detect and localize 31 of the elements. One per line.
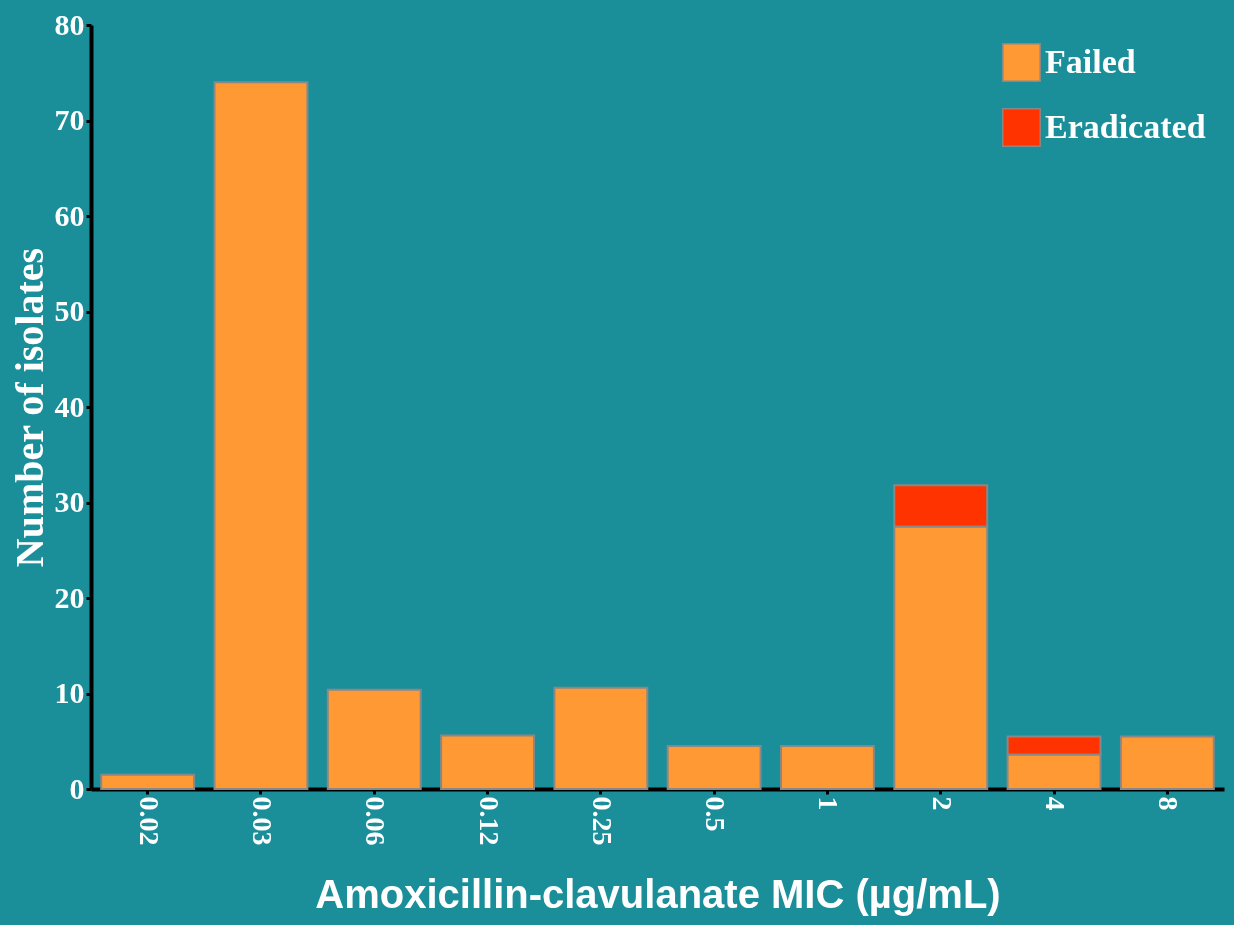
bar: [553, 686, 649, 790]
x-tick-label: 0.02: [133, 796, 165, 846]
bar: [100, 773, 196, 790]
y-tick-label: 0: [69, 771, 85, 805]
bar: [213, 81, 309, 790]
bar: [780, 745, 875, 790]
x-axis-title: Amoxicillin-clavulanate MIC (µg/mL): [315, 871, 1001, 916]
bar: [326, 688, 422, 790]
x-tick-label: 0.03: [246, 796, 278, 846]
x-tick-label: 0.25: [586, 796, 618, 846]
x-tick-label: 2: [926, 796, 958, 811]
y-tick-label: 30: [54, 485, 85, 518]
y-axis-title: Number of isolates: [6, 247, 52, 568]
x-tick-label: 8: [1153, 796, 1185, 811]
y-tick-label: 50: [54, 294, 85, 327]
y-tick-label: 20: [54, 580, 85, 614]
x-tick-label: 0.06: [360, 796, 392, 846]
legend-label: Eradicated: [1045, 107, 1206, 145]
x-tick-label: 4: [1040, 796, 1072, 811]
legend-label: Failed: [1045, 42, 1136, 80]
y-tick-label: 10: [54, 676, 85, 709]
y-tick-label: 60: [54, 198, 85, 232]
bar: [440, 734, 535, 790]
x-tick-label: 0.12: [473, 796, 505, 846]
bar: [666, 745, 762, 790]
x-tick-label: 0.5: [700, 796, 732, 832]
y-tick-label: 70: [54, 103, 85, 136]
y-tick-label: 40: [54, 389, 85, 423]
x-tick-label: 1: [813, 796, 845, 811]
bar: [1119, 735, 1215, 790]
y-tick-label: 80: [54, 7, 85, 41]
